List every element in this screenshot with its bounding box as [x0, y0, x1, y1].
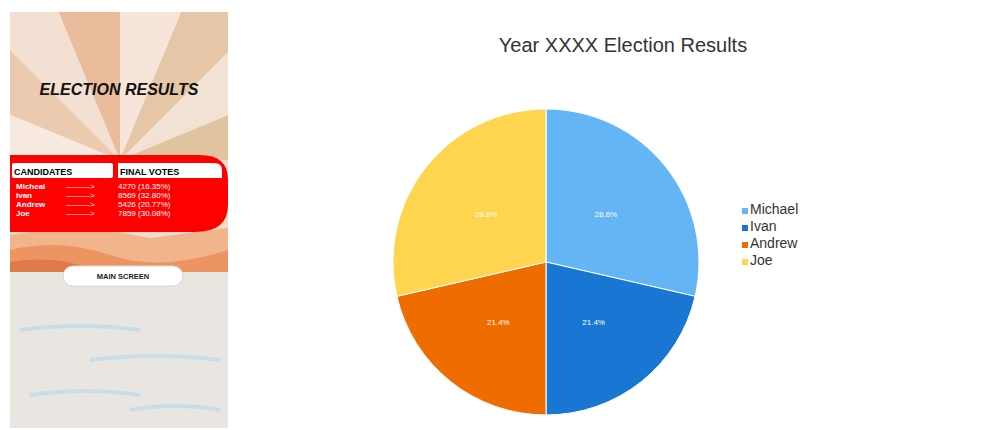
legend-label: Ivan: [750, 218, 776, 234]
table-cell: 5426 (20.77%): [118, 200, 171, 209]
data-labels: 28.6% 21.4% 21.4% 28.6%: [475, 210, 617, 326]
legend-label: Michael: [750, 201, 798, 217]
canvas: ELECTION RESULTS CANDIDATES FINAL VOTES Mic…: [0, 0, 1002, 430]
legend: MichaelIvanAndrewJoe: [742, 201, 798, 268]
legend-swatch: [742, 259, 748, 265]
data-label: 21.4%: [487, 318, 510, 327]
legend-item: Andrew: [742, 235, 798, 251]
column-header: FINAL VOTES: [120, 167, 179, 177]
header-box: [118, 163, 222, 178]
table-cell: --------->: [66, 200, 95, 209]
legend-item: Michael: [742, 201, 798, 217]
wave: [30, 391, 140, 395]
legend-label: Joe: [750, 252, 773, 268]
pie-slice: [393, 109, 546, 296]
table-cell: --------->: [66, 209, 95, 218]
legend-swatch: [742, 208, 748, 214]
chart-title: Year XXXX Election Results: [499, 34, 747, 56]
table-cell: Joe: [16, 209, 30, 218]
table-cell: 8569 (32.80%): [118, 191, 171, 200]
phone-background: [10, 12, 228, 428]
wave: [20, 326, 140, 330]
data-label: 21.4%: [582, 318, 605, 327]
legend-swatch: [742, 242, 748, 248]
results-panel: [10, 155, 228, 232]
data-label: 28.6%: [595, 210, 618, 219]
button-shape[interactable]: [63, 266, 183, 286]
header-box: [12, 163, 113, 178]
pie-slice: [546, 262, 695, 415]
pie: 28.6% 21.4% 21.4% 28.6%: [393, 109, 699, 415]
button-label[interactable]: MAIN SCREEN: [97, 272, 150, 281]
legend-swatch: [742, 225, 748, 231]
table-cell: 7859 (30.08%): [118, 209, 171, 218]
legend-item: Ivan: [742, 218, 776, 234]
main-screen-button[interactable]: MAIN SCREEN: [63, 266, 183, 286]
table-cell: Micheal: [16, 182, 45, 191]
table-cell: Ivan: [16, 191, 32, 200]
table-cell: 4270 (16.35%): [118, 182, 171, 191]
data-label: 28.6%: [475, 210, 498, 219]
table-cell: Andrew: [16, 200, 46, 209]
legend-label: Andrew: [750, 235, 798, 251]
legend-item: Joe: [742, 252, 773, 268]
slices: [393, 109, 699, 415]
column-header: CANDIDATES: [14, 167, 72, 177]
table-cell: --------->: [66, 182, 95, 191]
table-cell: --------->: [66, 191, 95, 200]
wave: [130, 406, 220, 410]
screen-title: ELECTION RESULTS: [40, 81, 199, 98]
sea: [10, 272, 228, 428]
wave: [90, 356, 220, 360]
